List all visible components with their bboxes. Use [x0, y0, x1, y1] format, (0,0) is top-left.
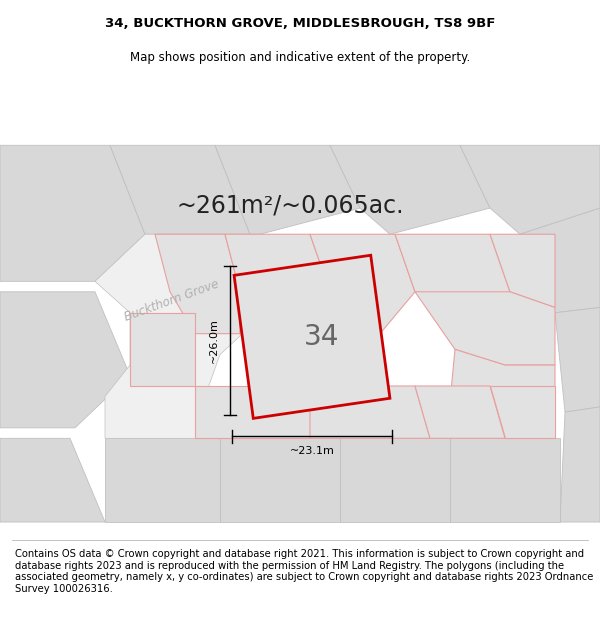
- Polygon shape: [340, 438, 450, 522]
- Polygon shape: [310, 234, 415, 334]
- Text: Map shows position and indicative extent of the property.: Map shows position and indicative extent…: [130, 51, 470, 64]
- Polygon shape: [520, 208, 600, 312]
- Polygon shape: [415, 292, 555, 365]
- Polygon shape: [560, 407, 600, 522]
- Polygon shape: [105, 438, 220, 522]
- Polygon shape: [460, 145, 600, 234]
- Polygon shape: [490, 386, 555, 438]
- Text: ~261m²/~0.065ac.: ~261m²/~0.065ac.: [176, 194, 404, 218]
- Polygon shape: [490, 234, 555, 308]
- Polygon shape: [155, 234, 240, 334]
- Polygon shape: [215, 145, 360, 234]
- Polygon shape: [225, 234, 330, 334]
- Polygon shape: [110, 145, 250, 234]
- Polygon shape: [130, 312, 195, 386]
- Text: 34: 34: [304, 322, 340, 351]
- Polygon shape: [450, 438, 560, 522]
- Polygon shape: [330, 145, 490, 234]
- Polygon shape: [415, 386, 505, 438]
- Polygon shape: [0, 82, 600, 532]
- Text: Buckthorn Grove: Buckthorn Grove: [123, 277, 221, 323]
- Polygon shape: [0, 292, 130, 428]
- Text: 34, BUCKTHORN GROVE, MIDDLESBROUGH, TS8 9BF: 34, BUCKTHORN GROVE, MIDDLESBROUGH, TS8 …: [105, 17, 495, 29]
- Polygon shape: [450, 349, 555, 418]
- Polygon shape: [395, 234, 510, 308]
- Polygon shape: [0, 145, 145, 281]
- Polygon shape: [220, 438, 340, 522]
- Text: Contains OS data © Crown copyright and database right 2021. This information is : Contains OS data © Crown copyright and d…: [15, 549, 593, 594]
- Polygon shape: [95, 234, 280, 438]
- Text: ~23.1m: ~23.1m: [290, 446, 334, 456]
- Polygon shape: [195, 386, 310, 438]
- Polygon shape: [0, 438, 105, 522]
- Polygon shape: [310, 386, 430, 438]
- Polygon shape: [234, 255, 390, 418]
- Text: ~26.0m: ~26.0m: [209, 318, 219, 363]
- Polygon shape: [555, 308, 600, 412]
